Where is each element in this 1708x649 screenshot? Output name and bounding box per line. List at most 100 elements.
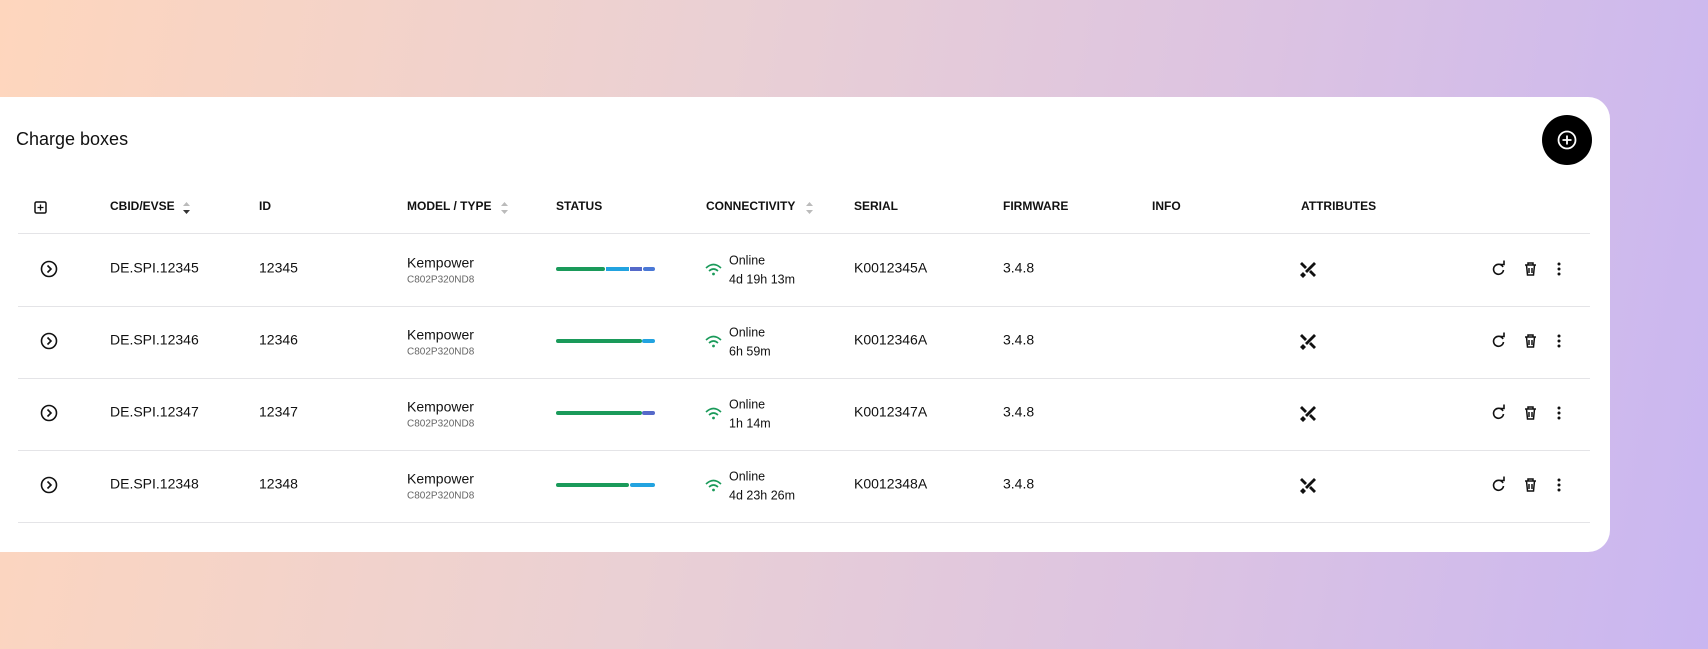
wifi-icon <box>712 488 715 492</box>
column-header[interactable]: CONNECTIVITY <box>706 199 795 213</box>
select-all[interactable] <box>34 201 47 214</box>
connectivity: Online <box>729 469 765 483</box>
connectivity: Online <box>729 325 765 339</box>
wifi-icon <box>712 344 715 348</box>
id: 12348 <box>259 476 298 492</box>
type: C802P320ND8 <box>407 419 475 430</box>
refresh-button[interactable] <box>1492 404 1505 420</box>
sort-icon[interactable] <box>183 202 190 206</box>
icon <box>1525 262 1536 276</box>
type: C802P320ND8 <box>407 347 475 358</box>
firmware: 3.4.8 <box>1003 404 1034 420</box>
icon <box>1525 478 1536 492</box>
icon <box>1557 478 1561 482</box>
wifi-icon <box>712 272 715 276</box>
uptime: 4d 19h 13m <box>729 272 795 286</box>
type: C802P320ND8 <box>407 275 475 286</box>
icon <box>1500 404 1505 410</box>
icon <box>1557 411 1561 415</box>
more-button[interactable] <box>1557 406 1561 420</box>
delete-button[interactable] <box>1525 478 1536 492</box>
column-header[interactable]: CBID/EVSE <box>110 199 175 213</box>
more-button[interactable] <box>1557 334 1561 348</box>
wifi-icon <box>705 479 722 488</box>
icon <box>1500 332 1505 338</box>
icon <box>1557 406 1561 410</box>
wifi-icon <box>712 416 715 420</box>
id: 12346 <box>259 332 298 348</box>
table-row: DE.SPI.12346 12346 Kempower C802P320ND8 Onli… <box>18 325 1590 379</box>
table-row: DE.SPI.12345 12345 Kempower C802P320ND8 Onli… <box>18 253 1590 307</box>
column-header[interactable]: MODEL / TYPE <box>407 199 491 213</box>
type: C802P320ND8 <box>407 491 475 502</box>
icon <box>1525 406 1536 420</box>
add-button[interactable] <box>1542 115 1592 165</box>
icon <box>46 336 53 346</box>
icon <box>1557 339 1561 343</box>
icon <box>1557 416 1561 420</box>
table-row: DE.SPI.12348 12348 Kempower C802P320ND8 Onli… <box>18 469 1590 523</box>
icon <box>1557 334 1561 338</box>
expand-button[interactable] <box>40 404 58 422</box>
expand-button[interactable] <box>40 332 58 350</box>
uptime: 1h 14m <box>729 416 771 430</box>
status-bars <box>556 267 655 487</box>
card <box>0 97 1610 552</box>
icon <box>40 404 58 422</box>
icon <box>1500 260 1505 266</box>
uptime: 4d 23h 26m <box>729 488 795 502</box>
connectivity: Online <box>729 253 765 267</box>
icon <box>1557 344 1561 348</box>
expand-button[interactable] <box>40 260 58 278</box>
refresh-button[interactable] <box>1492 332 1505 348</box>
icon <box>40 332 58 350</box>
connectivity: Online <box>729 397 765 411</box>
column-header: INFO <box>1152 199 1181 213</box>
wifi-icon <box>705 335 722 344</box>
wifi-icon <box>705 263 722 272</box>
column-header: FIRMWARE <box>1003 199 1068 213</box>
delete-button[interactable] <box>1525 334 1536 348</box>
column-header: ATTRIBUTES <box>1301 199 1376 213</box>
attributes-icon[interactable] <box>1300 406 1316 422</box>
icon <box>1557 262 1561 266</box>
firmware: 3.4.8 <box>1003 332 1034 348</box>
delete-button[interactable] <box>1525 262 1536 276</box>
model: Kempower <box>407 327 474 343</box>
cbid: DE.SPI.12347 <box>110 404 199 420</box>
icon <box>1557 267 1561 271</box>
uptime: 6h 59m <box>729 344 771 358</box>
attributes-icon[interactable] <box>1300 262 1316 278</box>
delete-button[interactable] <box>1525 406 1536 420</box>
attributes-icon[interactable] <box>1300 478 1316 494</box>
firmware: 3.4.8 <box>1003 476 1034 492</box>
icon <box>46 264 53 274</box>
model: Kempower <box>407 399 474 415</box>
attributes-icon[interactable] <box>1300 334 1316 350</box>
cbid: DE.SPI.12348 <box>110 476 199 492</box>
more-button[interactable] <box>1557 478 1561 492</box>
cbid: DE.SPI.12346 <box>110 332 199 348</box>
card-title: Charge boxes <box>16 129 128 149</box>
icon <box>1557 272 1561 276</box>
refresh-button[interactable] <box>1492 476 1505 492</box>
more-button[interactable] <box>1557 262 1561 276</box>
sort-icon[interactable] <box>806 202 813 214</box>
icon <box>1557 488 1561 492</box>
sort-icon[interactable] <box>183 210 190 214</box>
icon <box>1500 476 1505 482</box>
cbid: DE.SPI.12345 <box>110 260 199 276</box>
serial: K0012348A <box>854 476 928 492</box>
column-header: STATUS <box>556 199 602 213</box>
id: 12347 <box>259 404 298 420</box>
icon <box>46 480 53 490</box>
sort-icon[interactable] <box>501 202 508 214</box>
column-header: ID <box>259 199 271 213</box>
expand-button[interactable] <box>40 476 58 494</box>
serial: K0012345A <box>854 260 928 276</box>
refresh-button[interactable] <box>1492 260 1505 276</box>
icon <box>46 408 53 418</box>
model: Kempower <box>407 471 474 487</box>
icon <box>1557 483 1561 487</box>
